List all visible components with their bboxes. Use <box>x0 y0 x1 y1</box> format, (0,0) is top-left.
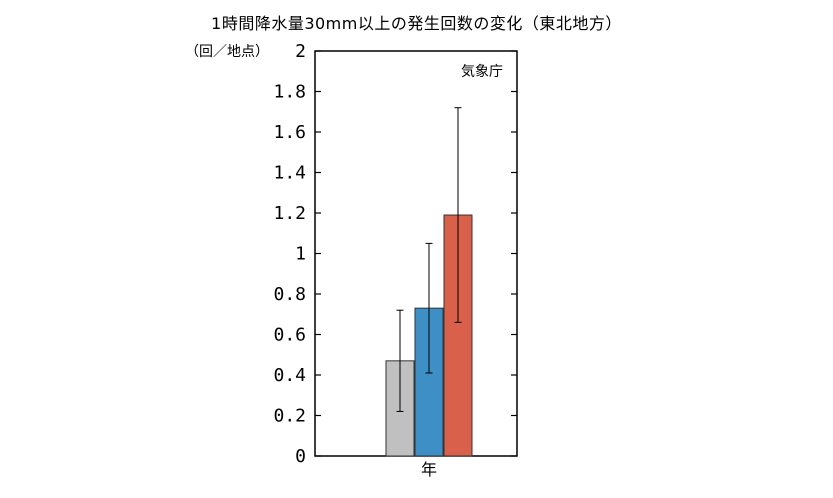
chart-title: 1時間降水量30mm以上の発生回数の変化（東北地方） <box>211 14 622 33</box>
source-label: 気象庁 <box>461 64 503 80</box>
y-tick-label: 1.6 <box>273 122 306 143</box>
y-tick-label: 0.2 <box>273 406 306 427</box>
y-tick-label: 1 <box>295 244 306 265</box>
y-tick-label: 1.4 <box>273 163 306 184</box>
y-tick-label: 0.6 <box>273 325 306 346</box>
y-tick-label: 2 <box>295 41 306 62</box>
y-tick-label: 0.8 <box>273 284 306 305</box>
x-axis-label: 年 <box>421 460 437 479</box>
y-tick-label: 0 <box>295 446 306 467</box>
y-tick-label: 1.2 <box>273 203 306 224</box>
y-unit-label: （回／地点） <box>185 44 269 60</box>
y-tick-label: 1.8 <box>273 82 306 103</box>
y-tick-label: 0.4 <box>273 365 306 386</box>
